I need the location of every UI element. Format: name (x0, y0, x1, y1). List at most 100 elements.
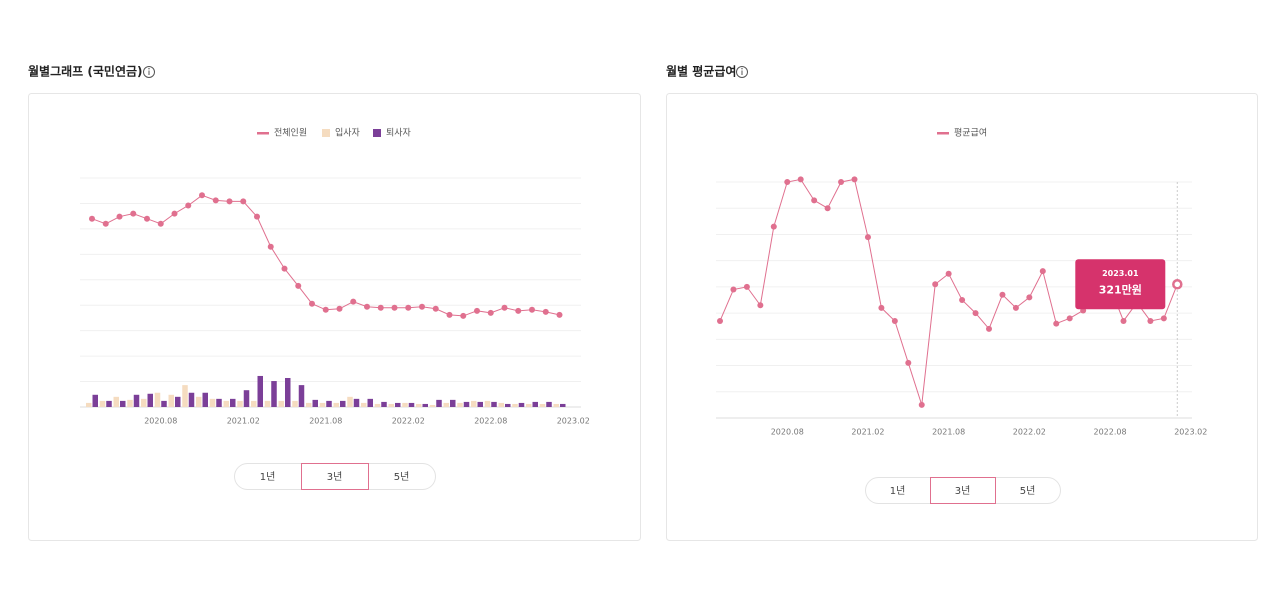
bar (319, 402, 326, 407)
panel-title: 월별 평균급여 (666, 64, 736, 79)
bar (271, 381, 277, 407)
bar (92, 394, 98, 407)
x-tick-label: 2020.08 (144, 417, 177, 426)
bar (216, 398, 222, 407)
bar (127, 399, 133, 407)
tooltip: 2023.01 321만원 (1075, 259, 1166, 310)
point (295, 282, 302, 289)
bar (505, 403, 511, 407)
bar (257, 375, 263, 407)
bar (264, 400, 271, 407)
bar (539, 403, 546, 407)
legend-label: 퇴사자 (386, 128, 412, 139)
point (391, 304, 398, 311)
point (446, 311, 453, 318)
bar (422, 403, 428, 407)
x-tick-label: 2021.08 (309, 417, 342, 426)
point (1053, 320, 1060, 327)
bar (251, 400, 257, 407)
bar (374, 403, 381, 407)
button-selected[interactable] (301, 463, 369, 490)
period-button[interactable]: 5년 (1020, 485, 1036, 497)
bar (347, 396, 353, 407)
point (144, 215, 150, 222)
bar (147, 393, 153, 407)
bar (230, 398, 236, 407)
point (501, 304, 508, 311)
point (199, 192, 205, 199)
point (838, 179, 845, 185)
point (784, 179, 791, 185)
point (515, 307, 522, 314)
point (322, 306, 329, 313)
point (1172, 279, 1183, 290)
point (281, 265, 288, 272)
point (717, 317, 723, 324)
bar (306, 402, 312, 407)
point (405, 304, 412, 311)
x-tick-label: 2021.02 (227, 417, 260, 426)
point (460, 312, 467, 319)
bar (381, 401, 387, 407)
panel-title: 월별그래프 (국민연금) (28, 64, 143, 79)
bar (161, 400, 167, 407)
bar (120, 400, 126, 407)
bar (182, 385, 188, 407)
point (1026, 294, 1033, 301)
point (972, 310, 979, 317)
point (918, 401, 925, 408)
legend-swatch (937, 132, 949, 135)
period-button[interactable]: 1년 (260, 471, 276, 483)
info-icon[interactable] (143, 66, 155, 78)
point (1160, 315, 1167, 322)
point (1120, 317, 1127, 324)
x-tick-label: 2023.02 (1174, 428, 1207, 437)
button-selected[interactable] (930, 477, 996, 504)
legend-swatch (257, 132, 269, 135)
bar (175, 396, 181, 407)
panel (666, 93, 1258, 541)
legend-label: 입사자 (335, 127, 361, 139)
bar (340, 400, 346, 407)
bar (361, 402, 367, 407)
point (932, 281, 939, 288)
point (864, 234, 871, 241)
point (999, 291, 1006, 298)
period-button[interactable]: 3년 (327, 471, 343, 483)
point (336, 305, 343, 312)
point (986, 325, 992, 332)
bar (526, 403, 532, 407)
period-button[interactable]: 5년 (394, 471, 410, 483)
point (474, 307, 480, 314)
bar (512, 403, 518, 407)
bar (532, 401, 538, 407)
x-tick-label: 2021.02 (851, 428, 884, 437)
point (905, 359, 912, 366)
point (878, 304, 885, 311)
info-icon[interactable] (736, 66, 748, 78)
bar (436, 399, 442, 407)
point (419, 303, 425, 310)
period-button[interactable]: 3년 (955, 485, 971, 497)
point (432, 305, 439, 312)
point (267, 243, 274, 250)
bar (154, 392, 161, 407)
point (1066, 315, 1073, 322)
x-tick-label: 2021.08 (932, 428, 965, 437)
point (1147, 317, 1154, 324)
bar (484, 400, 491, 407)
bar (457, 402, 463, 407)
bar (292, 400, 298, 407)
point (226, 198, 233, 205)
tooltip-title: 2023.01 (1102, 269, 1139, 278)
x-tick-label: 2020.08 (771, 428, 804, 437)
bar (429, 404, 436, 407)
bar (285, 377, 291, 407)
bar (141, 398, 147, 407)
point (309, 300, 315, 307)
bar (113, 396, 119, 407)
bar (416, 403, 422, 407)
bar (477, 401, 483, 407)
period-button[interactable]: 1년 (890, 485, 906, 497)
